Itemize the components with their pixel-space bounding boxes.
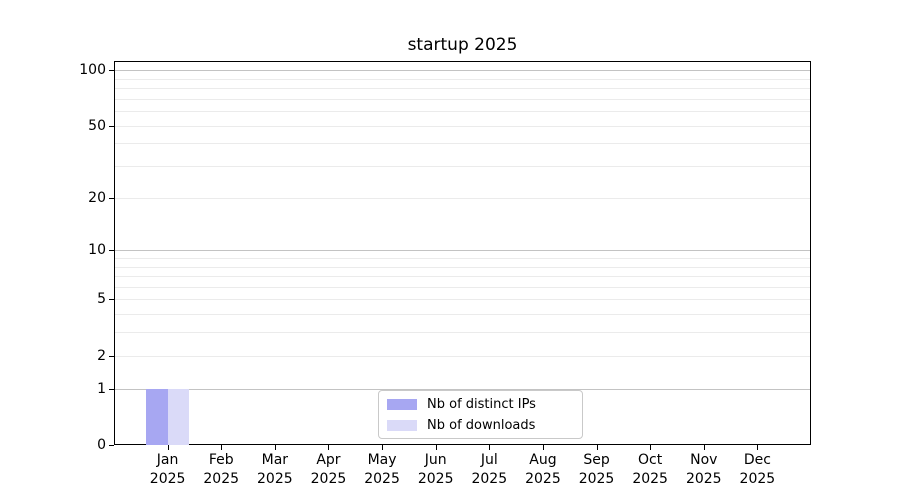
xtick-label-jul: Jul 2025	[471, 452, 508, 487]
xtick-label-aug: Aug 2025	[525, 452, 561, 487]
gridline-minor-2	[115, 355, 810, 357]
gridline-minor-90	[115, 78, 810, 80]
xtick-mark-may	[382, 445, 384, 450]
ytick-label-2: 2	[97, 347, 106, 364]
gridline-minor-9	[115, 257, 810, 259]
xtick-label-dec: Dec 2025	[739, 452, 776, 487]
gridline-minor-6	[115, 286, 810, 288]
legend-label-downloads: Nb of downloads	[427, 417, 536, 433]
xtick-label-mar: Mar 2025	[257, 452, 293, 487]
xtick-mark-oct	[650, 445, 652, 450]
legend-label-distinct-ips: Nb of distinct IPs	[427, 396, 536, 412]
ytick-mark-5	[109, 299, 114, 301]
xtick-mark-apr	[328, 445, 330, 450]
ytick-mark-10	[109, 250, 114, 252]
gridline-minor-60	[115, 111, 810, 113]
xtick-mark-jul	[489, 445, 491, 450]
gridline-minor-50	[115, 125, 810, 127]
bar-downloads-jan-2025	[167, 388, 190, 445]
legend-swatch-distinct-ips	[387, 398, 417, 410]
gridline-minor-40	[115, 143, 810, 145]
xtick-label-jun: Jun 2025	[417, 452, 454, 487]
xtick-mark-sep	[596, 445, 598, 450]
legend-swatch-downloads	[387, 419, 417, 431]
xtick-label-feb: Feb 2025	[203, 452, 240, 487]
xtick-mark-aug	[542, 445, 544, 450]
gridline-minor-70	[115, 98, 810, 100]
gridline-major-10	[115, 250, 810, 252]
gridline-major-100	[115, 70, 810, 72]
gridline-minor-4	[115, 314, 810, 316]
xtick-mark-jun	[435, 445, 437, 450]
ytick-label-1: 1	[97, 380, 106, 397]
bar-distinct-ips-jan-2025	[146, 388, 168, 445]
ytick-label-100: 100	[79, 62, 106, 79]
xtick-label-may: May 2025	[364, 452, 400, 487]
plot-area	[114, 61, 811, 445]
ytick-mark-1	[109, 388, 114, 390]
gridline-minor-7	[115, 276, 810, 278]
chart-title: startup 2025	[407, 35, 518, 55]
xtick-label-oct: Oct 2025	[632, 452, 668, 487]
ytick-mark-0	[109, 445, 114, 446]
gridline-minor-20	[115, 197, 810, 199]
ytick-mark-100	[109, 70, 114, 72]
legend-item-distinct-ips: Nb of distinct IPs	[387, 397, 582, 412]
xtick-mark-jan	[167, 445, 169, 450]
xtick-mark-nov	[703, 445, 705, 450]
xtick-label-apr: Apr 2025	[310, 452, 347, 487]
xtick-mark-dec	[757, 445, 759, 450]
xtick-label-jan: Jan 2025	[149, 452, 186, 487]
legend-item-downloads: Nb of downloads	[387, 418, 582, 433]
ytick-mark-2	[109, 355, 114, 357]
xtick-mark-mar	[274, 445, 276, 450]
ytick-label-0: 0	[97, 437, 106, 453]
gridline-minor-80	[115, 88, 810, 90]
gridline-minor-8	[115, 266, 810, 268]
ytick-label-20: 20	[88, 189, 106, 206]
xtick-label-nov: Nov 2025	[685, 452, 722, 487]
ytick-mark-20	[109, 197, 114, 199]
gridline-minor-5	[115, 299, 810, 301]
ytick-label-10: 10	[88, 242, 106, 259]
xtick-mark-feb	[221, 445, 223, 450]
ytick-label-50: 50	[88, 117, 106, 134]
legend: Nb of distinct IPs Nb of downloads	[378, 390, 583, 439]
ytick-label-5: 5	[97, 291, 106, 308]
gridline-minor-3	[115, 332, 810, 334]
ytick-mark-50	[109, 125, 114, 127]
gridline-minor-30	[115, 166, 810, 168]
xtick-label-sep: Sep 2025	[578, 452, 615, 487]
